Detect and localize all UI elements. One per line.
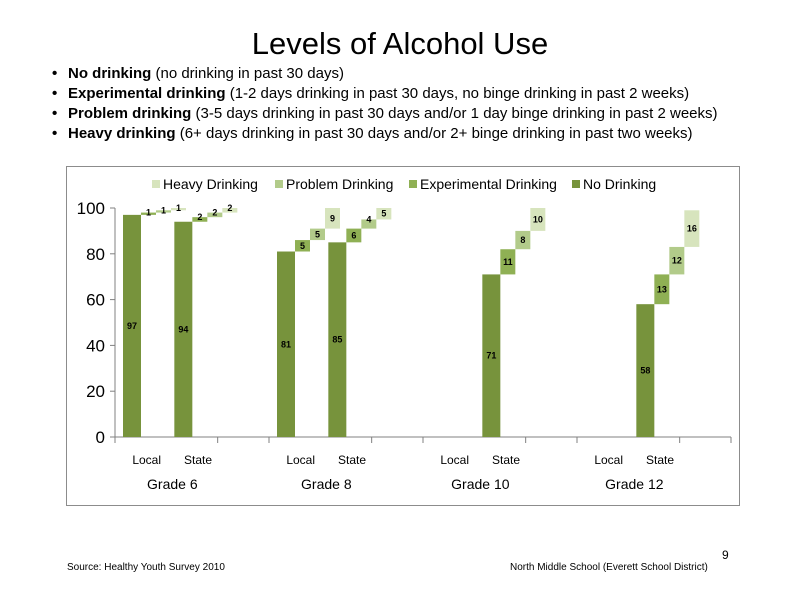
data-label: 12 xyxy=(672,256,682,266)
data-label: 6 xyxy=(351,230,356,240)
group-label: Grade 12 xyxy=(605,476,664,492)
data-label: 10 xyxy=(533,214,543,224)
legend-swatch xyxy=(152,180,160,188)
category-label: Local xyxy=(286,453,315,467)
bar-segment xyxy=(310,228,325,241)
data-label: 2 xyxy=(212,208,217,218)
category-label: State xyxy=(184,453,212,467)
data-label: 58 xyxy=(640,366,650,376)
definition-term: Problem drinking xyxy=(68,105,192,122)
bar-segment xyxy=(346,228,362,243)
definition-problem-drinking: Problem drinking (3-5 days drinking in p… xyxy=(50,104,718,124)
data-label: 13 xyxy=(657,284,667,294)
category-label: Local xyxy=(132,453,161,467)
bar-segment xyxy=(669,246,685,275)
category-label: State xyxy=(492,453,520,467)
source-note: Source: Healthy Youth Survey 2010 xyxy=(67,562,225,573)
slide-title: Levels of Alcohol Use xyxy=(251,26,549,61)
legend-label: Experimental Drinking xyxy=(420,176,557,192)
bar-segment xyxy=(295,240,310,252)
data-label: 2 xyxy=(197,212,202,222)
bar-segment xyxy=(482,274,501,437)
data-label: 4 xyxy=(366,214,371,224)
y-tick-label: 20 xyxy=(86,382,105,401)
bar-segment xyxy=(515,230,531,250)
data-label: 5 xyxy=(381,209,386,219)
y-tick-label: 0 xyxy=(96,428,105,447)
bar-segment xyxy=(654,274,670,305)
bar-segment xyxy=(192,217,208,222)
group-label: Grade 10 xyxy=(451,476,510,492)
definition-experimental-drinking: Experimental drinking (1-2 days drinking… xyxy=(50,84,718,104)
chart-frame: 0 20 40 60 80 100 Local State Local State Local Sta… xyxy=(66,166,740,506)
bar-segment xyxy=(156,210,171,213)
y-tick-label: 100 xyxy=(77,199,105,218)
data-label: 71 xyxy=(486,351,496,361)
legend-swatch xyxy=(275,180,283,188)
alcohol-use-chart: 0 20 40 60 80 100 Local State Local State Local Sta… xyxy=(77,176,732,492)
page-number: 9 xyxy=(722,548,729,562)
definition-term: No drinking xyxy=(68,65,152,82)
y-tick-label: 80 xyxy=(86,245,105,264)
bar-segment xyxy=(328,242,347,437)
data-label: 97 xyxy=(127,321,137,331)
definition-no-drinking: No drinking (no drinking in past 30 days… xyxy=(50,64,718,84)
data-label: 2 xyxy=(227,203,232,213)
definition-desc: (no drinking in past 30 days) xyxy=(151,65,344,82)
bar-segment xyxy=(123,214,141,437)
definition-term: Experimental drinking xyxy=(68,85,226,102)
definition-desc: (1-2 days drinking in past 30 days, no b… xyxy=(225,85,690,102)
data-label: 5 xyxy=(315,229,320,239)
bar-segment xyxy=(171,208,186,211)
category-label: Local xyxy=(440,453,469,467)
bar-segment xyxy=(684,210,700,247)
data-label: 11 xyxy=(503,257,513,267)
category-label: State xyxy=(646,453,674,467)
bar-segment xyxy=(222,208,238,213)
definition-desc: (3-5 days drinking in past 30 days and/o… xyxy=(191,105,718,122)
legend-label: Heavy Drinking xyxy=(163,176,258,192)
school-name: North Middle School (Everett School Dist… xyxy=(510,562,708,573)
y-tick-label: 40 xyxy=(86,336,105,355)
bar-segment xyxy=(141,212,156,215)
legend-swatch xyxy=(572,180,580,188)
y-tick-label: 60 xyxy=(86,291,105,310)
legend-swatch xyxy=(409,180,417,188)
definitions-list: No drinking (no drinking in past 30 days… xyxy=(50,64,718,144)
definition-desc: (6+ days drinking in past 30 days and/or… xyxy=(175,125,693,142)
data-label: 8 xyxy=(520,235,525,245)
data-label: 85 xyxy=(332,335,342,345)
bar-segment xyxy=(361,219,377,229)
data-label: 5 xyxy=(300,241,305,251)
legend-label: Problem Drinking xyxy=(286,176,393,192)
bar-segment xyxy=(207,212,223,218)
bar-segment xyxy=(500,249,516,275)
category-label: State xyxy=(338,453,366,467)
data-label: 1 xyxy=(161,205,166,215)
data-label: 81 xyxy=(281,339,291,349)
data-label: 94 xyxy=(178,324,188,334)
data-label: 1 xyxy=(146,208,151,218)
legend-label: No Drinking xyxy=(583,176,656,192)
bar-segment xyxy=(174,221,193,437)
bar-segment xyxy=(636,304,655,437)
bar-segment xyxy=(277,251,295,437)
definition-heavy-drinking: Heavy drinking (6+ days drinking in past… xyxy=(50,124,718,144)
category-label: Local xyxy=(594,453,623,467)
group-label: Grade 8 xyxy=(301,476,352,492)
definition-term: Heavy drinking xyxy=(68,125,176,142)
group-label: Grade 6 xyxy=(147,476,198,492)
data-label: 9 xyxy=(330,213,335,223)
bar-segment xyxy=(530,208,546,231)
data-label: 16 xyxy=(687,224,697,234)
bar-segment xyxy=(376,208,392,220)
data-label: 1 xyxy=(176,203,181,213)
bar-segment xyxy=(325,208,340,229)
